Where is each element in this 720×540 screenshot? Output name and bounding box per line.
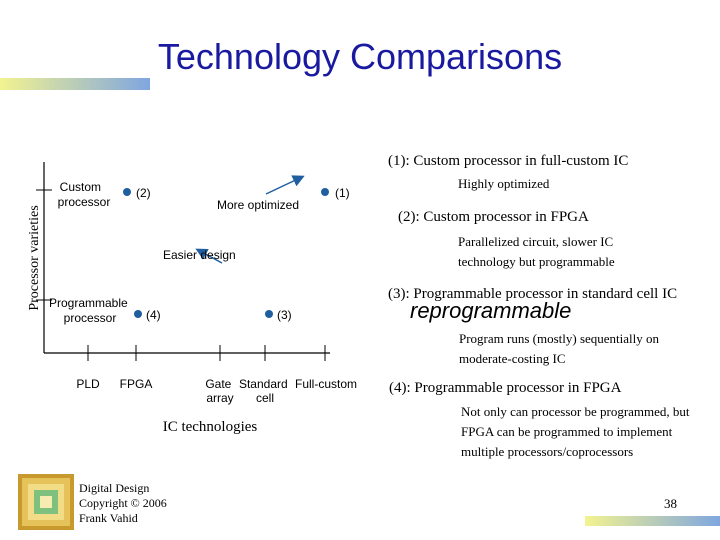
x-tick-label-gate-array: Gate array [205, 377, 234, 405]
point-label-2: (2) [136, 186, 151, 200]
point-4 [134, 310, 142, 318]
legend-heading-1: (1): Custom processor in full-custom IC [388, 153, 629, 169]
legend-heading-3: (3): Programmable processor in standard … [388, 286, 678, 302]
point-label-3: (3) [277, 308, 292, 322]
easier-design-arrow [195, 248, 223, 264]
x-tick-label-pld: PLD [76, 377, 100, 391]
reprogrammable-overlay-text: reprogrammable [410, 298, 572, 323]
x-tick-label-full-custom: Full-custom [295, 377, 357, 391]
point-2 [123, 188, 131, 196]
y-axis-label: Processor varieties [27, 205, 42, 310]
point-label-4: (4) [146, 308, 161, 322]
y-tick-label-programmable-processor: Programmable processor [49, 296, 131, 325]
more-optimized-arrow [265, 175, 305, 195]
x-tick-label-fpga: FPGA [120, 377, 153, 391]
more-optimized-label: More optimized [217, 198, 299, 212]
slide-title: Technology Comparisons [157, 36, 563, 77]
footer-accent-bar [585, 516, 720, 526]
easier-design-label: Easier design [163, 248, 236, 262]
technology-comparison-chart: Processor varieties IC technologies Cust… [27, 162, 357, 435]
legend-desc-4: Not only can processor be programmed, bu… [461, 404, 690, 459]
legend-desc-3: Program runs (mostly) sequentially on mo… [459, 331, 660, 366]
legend-heading-4: (4): Programmable processor in FPGA [389, 380, 622, 396]
x-tick-label-standard-cell: Standard cell [239, 377, 291, 405]
legend-desc-1: Highly optimized [458, 176, 550, 191]
footer-line-2: Copyright © 2006 [79, 496, 167, 510]
y-tick-label-custom-processor: Custom processor [58, 180, 111, 209]
footer-line-3: Frank Vahid [79, 511, 138, 525]
legend-heading-2: (2): Custom processor in FPGA [398, 209, 589, 225]
x-axis-label: IC technologies [163, 419, 258, 435]
page-number: 38 [664, 496, 677, 511]
footer-line-1: Digital Design [79, 481, 150, 495]
point-3 [265, 310, 273, 318]
book-cover-logo [18, 474, 74, 530]
point-1 [321, 188, 329, 196]
legend-desc-2: Parallelized circuit, slower IC technolo… [458, 234, 615, 269]
point-label-1: (1) [335, 186, 350, 200]
title-accent-bar [0, 78, 150, 90]
